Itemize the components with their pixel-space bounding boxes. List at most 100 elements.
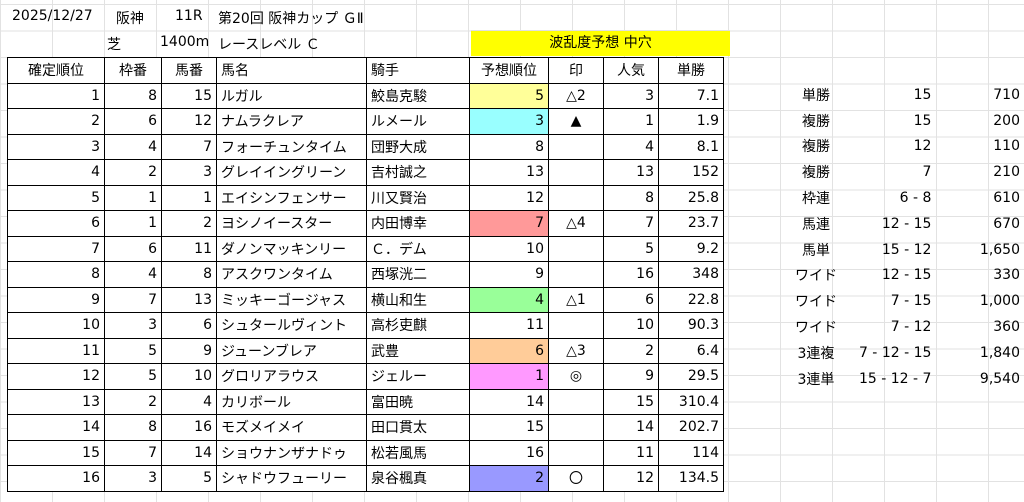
cell-mark[interactable] (548, 184, 604, 211)
cell-jockey[interactable]: 田口貫太 (366, 414, 470, 441)
col-rank-header[interactable]: 確定順位 (7, 57, 105, 84)
cell-waku[interactable]: 4 (104, 261, 162, 288)
payout-type[interactable]: 馬連 (801, 216, 830, 233)
payout-type[interactable]: 3連単 (797, 371, 835, 388)
cell-waku[interactable]: 7 (104, 286, 162, 313)
col-prediction-header[interactable]: 予想順位 (469, 57, 549, 84)
cell-jockey[interactable]: 西塚洸二 (366, 261, 470, 288)
cell-pred[interactable]: 6 (469, 337, 549, 364)
cell-pop[interactable]: 15 (603, 388, 659, 415)
cell-odds[interactable]: 1.9 (658, 108, 724, 135)
payout-amount[interactable]: 9,540 (979, 370, 1020, 387)
payout-combo[interactable]: 15 - 12 - 7 (858, 370, 932, 387)
cell-uma[interactable]: 8 (161, 261, 217, 288)
cell-pred[interactable]: 11 (469, 312, 549, 339)
cell-waku[interactable]: 8 (104, 414, 162, 441)
cell-mark[interactable] (548, 159, 604, 186)
payout-combo[interactable]: 12 (913, 138, 932, 155)
cell-odds[interactable]: 7.1 (658, 82, 724, 109)
cell-rank[interactable]: 13 (7, 388, 105, 415)
cell-rank[interactable]: 14 (7, 414, 105, 441)
cell-mark[interactable]: △4 (548, 210, 604, 237)
cell-pred[interactable]: 14 (469, 388, 549, 415)
cell-horse[interactable]: ダノンマッキンリー (216, 235, 367, 262)
cell-pred[interactable]: 1 (469, 363, 549, 390)
cell-horse[interactable]: シュタールヴィント (216, 312, 367, 339)
cell-odds[interactable]: 25.8 (658, 184, 724, 211)
cell-uma[interactable]: 11 (161, 235, 217, 262)
cell-uma[interactable]: 3 (161, 159, 217, 186)
cell-waku[interactable]: 3 (104, 312, 162, 339)
cell-waku[interactable]: 4 (104, 133, 162, 160)
cell-odds[interactable]: 114 (658, 439, 724, 466)
cell-mark[interactable]: △2 (548, 82, 604, 109)
cell-odds[interactable]: 22.8 (658, 286, 724, 313)
cell-rank[interactable]: 10 (7, 312, 105, 339)
cell-mark[interactable] (548, 439, 604, 466)
cell-pred[interactable]: 15 (469, 414, 549, 441)
cell-rank[interactable]: 4 (7, 159, 105, 186)
cell-mark[interactable] (548, 388, 604, 415)
cell-odds[interactable]: 152 (658, 159, 724, 186)
cell-pop[interactable]: 3 (603, 82, 659, 109)
payout-combo[interactable]: 12 - 15 (881, 267, 932, 284)
payout-type[interactable]: 複勝 (801, 139, 830, 156)
cell-jockey[interactable]: 横山和生 (366, 286, 470, 313)
cell-pred[interactable]: 8 (469, 133, 549, 160)
payout-combo[interactable]: 7 (922, 164, 932, 181)
cell-waku[interactable]: 7 (104, 439, 162, 466)
payout-type[interactable]: 枠連 (801, 191, 830, 208)
cell-waku[interactable]: 6 (104, 108, 162, 135)
cell-uma[interactable]: 1 (161, 184, 217, 211)
cell-jockey[interactable]: ルメール (366, 108, 470, 135)
cell-pred[interactable]: 3 (469, 108, 549, 135)
cell-pred[interactable]: 16 (469, 439, 549, 466)
cell-pred[interactable]: 2 (469, 465, 549, 492)
cell-pop[interactable]: 9 (603, 363, 659, 390)
cell-jockey[interactable]: 吉村誠之 (366, 159, 470, 186)
payout-amount[interactable]: 1,840 (979, 344, 1020, 361)
cell-jockey[interactable]: 武豊 (366, 337, 470, 364)
cell-horse[interactable]: グロリアラウス (216, 363, 367, 390)
payout-combo[interactable]: 12 - 15 (881, 215, 932, 232)
cell-horse[interactable]: アスクワンタイム (216, 261, 367, 288)
cell-pop[interactable]: 13 (603, 159, 659, 186)
cell-odds[interactable]: 29.5 (658, 363, 724, 390)
cell-pred[interactable]: 4 (469, 286, 549, 313)
cell-rank[interactable]: 8 (7, 261, 105, 288)
cell-horse[interactable]: カリボール (216, 388, 367, 415)
payout-type[interactable]: 馬単 (801, 242, 830, 259)
cell-pop[interactable]: 11 (603, 439, 659, 466)
cell-uma[interactable]: 7 (161, 133, 217, 160)
payout-type[interactable]: ワイド (794, 294, 837, 311)
payout-amount[interactable]: 210 (993, 164, 1020, 181)
cell-pred[interactable]: 9 (469, 261, 549, 288)
cell-uma[interactable]: 13 (161, 286, 217, 313)
cell-odds[interactable]: 23.7 (658, 210, 724, 237)
cell-horse[interactable]: ナムラクレア (216, 108, 367, 135)
cell-odds[interactable]: 134.5 (658, 465, 724, 492)
cell-mark[interactable]: ▲ (548, 108, 604, 135)
cell-pop[interactable]: 1 (603, 108, 659, 135)
cell-jockey[interactable]: 団野大成 (366, 133, 470, 160)
cell-odds[interactable]: 348 (658, 261, 724, 288)
cell-waku[interactable]: 2 (104, 159, 162, 186)
cell-jockey[interactable]: 鮫島克駿 (366, 82, 470, 109)
payout-type[interactable]: 3連複 (797, 345, 835, 362)
payout-combo[interactable]: 15 (913, 112, 932, 129)
cell-jockey[interactable]: 高杉吏麒 (366, 312, 470, 339)
cell-rank[interactable]: 9 (7, 286, 105, 313)
cell-pred[interactable]: 7 (469, 210, 549, 237)
cell-jockey[interactable]: 泉谷楓真 (366, 465, 470, 492)
cell-mark[interactable]: 〇 (548, 465, 604, 492)
cell-horse[interactable]: ショウナンザナドゥ (216, 439, 367, 466)
cell-pop[interactable]: 8 (603, 184, 659, 211)
cell-horse[interactable]: シャドウフューリー (216, 465, 367, 492)
cell-odds[interactable]: 8.1 (658, 133, 724, 160)
cell-jockey[interactable]: 富田暁 (366, 388, 470, 415)
payout-type[interactable]: ワイド (794, 320, 837, 337)
payout-amount[interactable]: 330 (993, 267, 1020, 284)
cell-uma[interactable]: 5 (161, 465, 217, 492)
cell-rank[interactable]: 3 (7, 133, 105, 160)
cell-rank[interactable]: 11 (7, 337, 105, 364)
